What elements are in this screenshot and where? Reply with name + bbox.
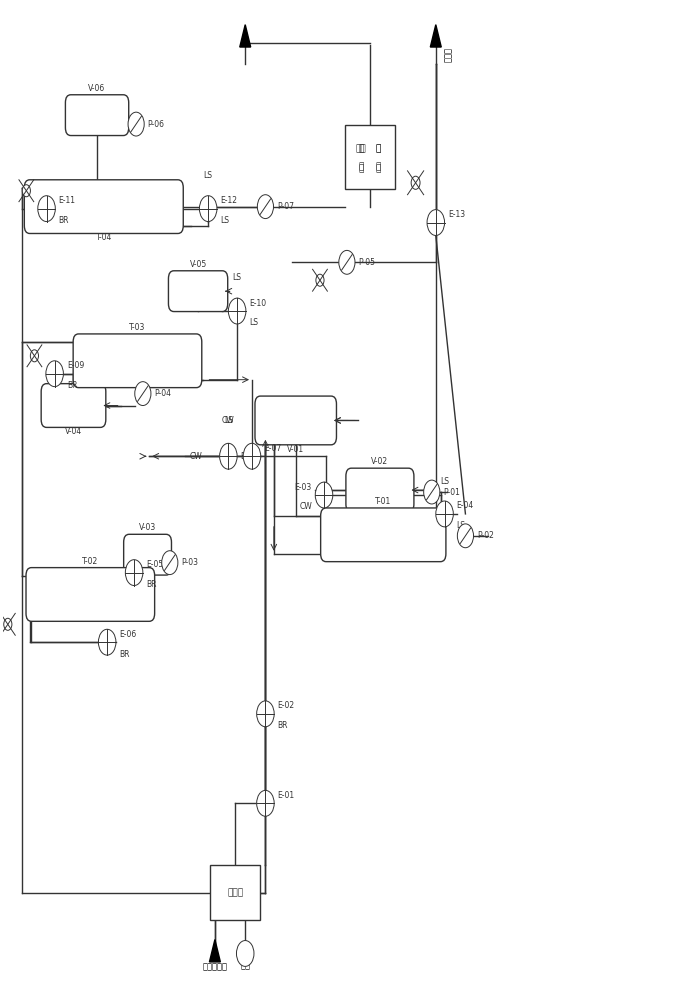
Circle shape	[219, 443, 237, 469]
Text: LS: LS	[249, 318, 258, 327]
Circle shape	[316, 274, 324, 286]
Text: T-01: T-01	[375, 497, 391, 506]
Text: T-04: T-04	[96, 233, 112, 242]
Text: 重组分: 重组分	[444, 47, 453, 62]
Text: LS: LS	[457, 521, 466, 530]
Text: BR: BR	[120, 650, 130, 659]
Text: E-03: E-03	[295, 483, 312, 492]
Text: V-06: V-06	[88, 84, 106, 93]
Text: LS: LS	[220, 216, 230, 225]
Polygon shape	[209, 940, 221, 962]
Text: LS: LS	[224, 416, 233, 425]
Text: V-01: V-01	[287, 445, 304, 454]
Text: P-02: P-02	[477, 531, 494, 540]
Text: 元: 元	[376, 162, 381, 171]
Circle shape	[200, 196, 217, 222]
Text: P-06: P-06	[147, 120, 164, 129]
Text: V-04: V-04	[65, 427, 82, 436]
Circle shape	[126, 560, 143, 586]
Text: E-06: E-06	[120, 630, 136, 639]
Text: P-01: P-01	[443, 488, 460, 497]
Text: E-12: E-12	[220, 196, 237, 205]
Circle shape	[315, 482, 333, 508]
Text: 压缩机: 压缩机	[227, 888, 243, 897]
FancyBboxPatch shape	[26, 568, 155, 621]
Circle shape	[243, 443, 261, 469]
FancyBboxPatch shape	[73, 334, 202, 388]
Text: E-13: E-13	[448, 210, 465, 219]
FancyBboxPatch shape	[168, 271, 227, 312]
Circle shape	[38, 196, 55, 222]
Text: E-07: E-07	[264, 444, 281, 453]
Circle shape	[424, 480, 440, 504]
Text: V-03: V-03	[139, 523, 156, 532]
Text: P-03: P-03	[181, 558, 198, 567]
Circle shape	[436, 501, 454, 527]
Text: 尾气: 尾气	[240, 961, 251, 970]
Text: E-05: E-05	[146, 560, 164, 569]
Text: T-03: T-03	[129, 323, 146, 332]
Text: E-02: E-02	[278, 701, 295, 710]
Text: E-08: E-08	[240, 452, 257, 461]
Text: LS: LS	[233, 273, 242, 282]
Bar	[210, 865, 260, 920]
Text: E-10: E-10	[249, 299, 266, 308]
Text: 反应生成气: 反应生成气	[202, 962, 227, 971]
Text: V-05: V-05	[189, 260, 206, 269]
Text: E-04: E-04	[457, 501, 474, 510]
Text: CW: CW	[299, 502, 312, 511]
Text: LS: LS	[440, 477, 449, 486]
Circle shape	[128, 112, 144, 136]
Text: CW: CW	[190, 452, 203, 461]
Text: 单: 单	[376, 144, 381, 153]
Text: BR: BR	[67, 381, 77, 390]
FancyBboxPatch shape	[65, 95, 129, 136]
FancyBboxPatch shape	[346, 468, 414, 512]
Text: E-01: E-01	[278, 791, 295, 800]
Text: V-02: V-02	[371, 457, 388, 466]
Circle shape	[458, 524, 473, 548]
Text: P-05: P-05	[359, 258, 375, 267]
Circle shape	[134, 382, 151, 406]
Text: 蛸馏: 蛸馏	[356, 144, 367, 153]
Circle shape	[22, 185, 31, 197]
Text: P-07: P-07	[277, 202, 294, 211]
Text: 馏: 馏	[359, 164, 364, 173]
Polygon shape	[240, 25, 251, 47]
Text: E-11: E-11	[58, 196, 75, 205]
Text: 单: 单	[376, 144, 381, 153]
Circle shape	[257, 195, 274, 219]
Circle shape	[339, 250, 355, 274]
Text: E-09: E-09	[67, 361, 84, 370]
Text: BR: BR	[278, 721, 288, 730]
Text: BR: BR	[146, 580, 157, 589]
FancyBboxPatch shape	[124, 534, 172, 575]
Circle shape	[4, 618, 12, 630]
FancyBboxPatch shape	[255, 396, 337, 445]
Polygon shape	[430, 25, 441, 47]
Circle shape	[257, 701, 274, 727]
Circle shape	[257, 790, 274, 816]
Circle shape	[31, 350, 39, 362]
Circle shape	[228, 298, 246, 324]
Text: 蒸: 蒸	[359, 144, 364, 153]
Circle shape	[162, 551, 178, 575]
Text: 元: 元	[376, 164, 381, 173]
Circle shape	[411, 176, 420, 189]
FancyBboxPatch shape	[320, 508, 446, 562]
Text: LS: LS	[204, 171, 213, 180]
Text: T-02: T-02	[82, 557, 98, 566]
Circle shape	[46, 361, 63, 387]
Circle shape	[98, 629, 116, 655]
FancyBboxPatch shape	[24, 180, 183, 233]
FancyBboxPatch shape	[41, 384, 106, 427]
Circle shape	[427, 210, 445, 235]
Text: P-04: P-04	[154, 389, 171, 398]
Text: BR: BR	[58, 216, 69, 225]
Text: CW: CW	[222, 416, 235, 425]
Bar	[344, 125, 395, 189]
Text: 馏: 馏	[359, 162, 364, 171]
Circle shape	[236, 941, 254, 966]
